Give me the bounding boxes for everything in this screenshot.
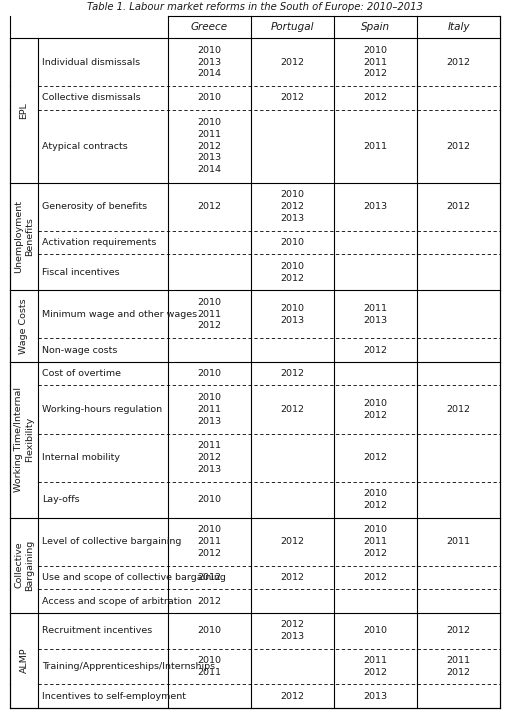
Text: 2010
2011
2012: 2010 2011 2012 [363, 46, 387, 78]
Text: 2011
2012: 2011 2012 [446, 656, 470, 677]
Text: 2012: 2012 [363, 94, 387, 102]
Text: 2010
2011
2012: 2010 2011 2012 [197, 526, 221, 558]
Text: 2010
2012: 2010 2012 [363, 399, 387, 420]
Text: 2010: 2010 [197, 495, 221, 504]
Text: 2012: 2012 [197, 596, 221, 606]
Text: EPL: EPL [19, 102, 29, 119]
Text: Activation requirements: Activation requirements [42, 238, 156, 247]
Text: Access and scope of arbitration: Access and scope of arbitration [42, 596, 192, 606]
Text: 2011: 2011 [446, 537, 470, 546]
Text: 2013: 2013 [363, 202, 387, 211]
Text: Wage Costs: Wage Costs [19, 298, 29, 354]
Text: 2012: 2012 [280, 692, 304, 701]
Text: 2012: 2012 [280, 573, 304, 582]
Text: Training/Apprenticeships/Internships: Training/Apprenticeships/Internships [42, 662, 215, 671]
Text: 2010: 2010 [197, 94, 221, 102]
Text: Level of collective bargaining: Level of collective bargaining [42, 537, 181, 546]
Text: 2012: 2012 [363, 346, 387, 354]
Text: 2012: 2012 [363, 573, 387, 582]
Text: 2012: 2012 [446, 405, 470, 414]
Text: 2012
2013: 2012 2013 [280, 620, 304, 641]
Text: Atypical contracts: Atypical contracts [42, 142, 128, 150]
Text: 2012: 2012 [280, 94, 304, 102]
Text: Fiscal incentives: Fiscal incentives [42, 268, 120, 276]
Text: 2011: 2011 [363, 142, 387, 150]
Text: 2012: 2012 [280, 537, 304, 546]
Text: Lay-offs: Lay-offs [42, 495, 79, 504]
Text: 2010
2011
2012: 2010 2011 2012 [363, 526, 387, 558]
Text: 2012: 2012 [197, 202, 221, 211]
Text: 2010
2013
2014: 2010 2013 2014 [197, 46, 221, 78]
Text: Minimum wage and other wages: Minimum wage and other wages [42, 310, 197, 319]
Text: 2010
2012: 2010 2012 [280, 262, 304, 283]
Text: Table 1. Labour market reforms in the South of Europe: 2010–2013: Table 1. Labour market reforms in the So… [87, 2, 423, 12]
Text: Recruitment incentives: Recruitment incentives [42, 626, 152, 635]
Text: 2012: 2012 [446, 202, 470, 211]
Text: 2010
2012: 2010 2012 [363, 489, 387, 510]
Text: Spain: Spain [361, 22, 390, 32]
Text: 2012: 2012 [280, 405, 304, 414]
Text: 2012: 2012 [280, 369, 304, 378]
Text: 2012: 2012 [446, 57, 470, 67]
Text: 2010: 2010 [363, 626, 387, 635]
Text: ALMP: ALMP [19, 647, 29, 673]
Text: 2012: 2012 [446, 626, 470, 635]
Text: Italy: Italy [447, 22, 470, 32]
Text: Individual dismissals: Individual dismissals [42, 57, 140, 67]
Text: 2010
2011: 2010 2011 [197, 656, 221, 677]
Text: Use and scope of collective bargaining: Use and scope of collective bargaining [42, 573, 226, 582]
Text: Non-wage costs: Non-wage costs [42, 346, 118, 354]
Text: 2010: 2010 [197, 626, 221, 635]
Text: 2010: 2010 [280, 238, 304, 247]
Text: Collective dismissals: Collective dismissals [42, 94, 140, 102]
Text: 2010
2013: 2010 2013 [280, 304, 304, 324]
Text: 2012: 2012 [197, 573, 221, 582]
Text: Unemployment
Benefits: Unemployment Benefits [14, 200, 34, 273]
Text: 2012: 2012 [280, 57, 304, 67]
Text: Internal mobility: Internal mobility [42, 453, 120, 462]
Text: Greece: Greece [191, 22, 228, 32]
Text: Working-hours regulation: Working-hours regulation [42, 405, 162, 414]
Text: 2012: 2012 [446, 142, 470, 150]
Text: 2010: 2010 [197, 369, 221, 378]
Text: 2012: 2012 [363, 453, 387, 462]
Text: Incentives to self-employment: Incentives to self-employment [42, 692, 186, 701]
Text: 2010
2011
2012
2013
2014: 2010 2011 2012 2013 2014 [197, 118, 221, 174]
Text: 2011
2013: 2011 2013 [363, 304, 387, 324]
Text: 2011
2012
2013: 2011 2012 2013 [197, 441, 221, 474]
Text: 2010
2011
2013: 2010 2011 2013 [197, 393, 221, 426]
Text: 2010
2011
2012: 2010 2011 2012 [197, 298, 221, 331]
Text: Generosity of benefits: Generosity of benefits [42, 202, 147, 211]
Text: Portugal: Portugal [271, 22, 314, 32]
Text: Cost of overtime: Cost of overtime [42, 369, 121, 378]
Text: Working Time/Internal
Flexibility: Working Time/Internal Flexibility [14, 387, 34, 492]
Text: Collective
Bargaining: Collective Bargaining [14, 540, 34, 591]
Text: 2013: 2013 [363, 692, 387, 701]
Text: 2011
2012: 2011 2012 [363, 656, 387, 677]
Text: 2010
2012
2013: 2010 2012 2013 [280, 190, 304, 223]
